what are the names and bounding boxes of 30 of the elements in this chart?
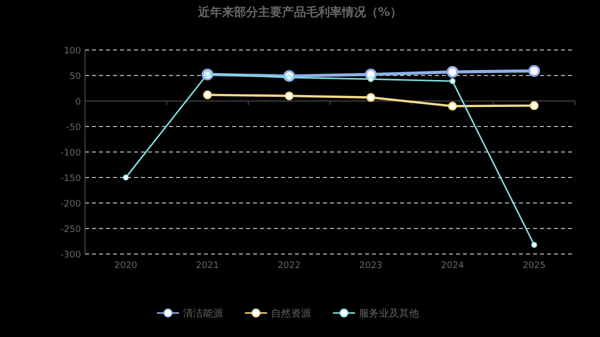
y-tick-label: -100 — [60, 148, 82, 158]
point — [203, 90, 212, 100]
x-tick-label: 2023 — [359, 261, 382, 271]
chart-title: 近年来部分主要产品毛利率情况（%） — [196, 5, 402, 19]
x-tick-label: 2025 — [522, 261, 546, 271]
point — [528, 65, 540, 77]
y-tick-label: 50 — [70, 72, 82, 82]
y-tick-label: 0 — [75, 98, 82, 108]
point — [366, 92, 376, 102]
point — [284, 91, 294, 100]
legend-label: 自然资源 — [271, 308, 311, 320]
legend-label: 服务业及其他 — [359, 308, 419, 320]
y-tick-label: -50 — [66, 123, 82, 133]
y-tick-label: -250 — [60, 225, 82, 235]
point — [446, 66, 458, 78]
point — [122, 174, 129, 180]
x-tick-label: 2020 — [114, 261, 138, 271]
x-tick-label: 2024 — [441, 261, 464, 271]
point — [450, 78, 456, 84]
point — [448, 102, 457, 111]
y-tick-label: -150 — [60, 174, 82, 184]
legend-label: 清洁能源 — [183, 308, 223, 320]
point — [531, 242, 538, 248]
y-tick-label: 100 — [64, 46, 82, 56]
x-tick-label: 2021 — [196, 261, 219, 271]
point — [530, 101, 539, 110]
y-tick-label: -200 — [60, 200, 82, 210]
x-tick-label: 2022 — [278, 261, 301, 271]
y-tick-label: -300 — [60, 250, 82, 260]
point — [368, 76, 374, 82]
